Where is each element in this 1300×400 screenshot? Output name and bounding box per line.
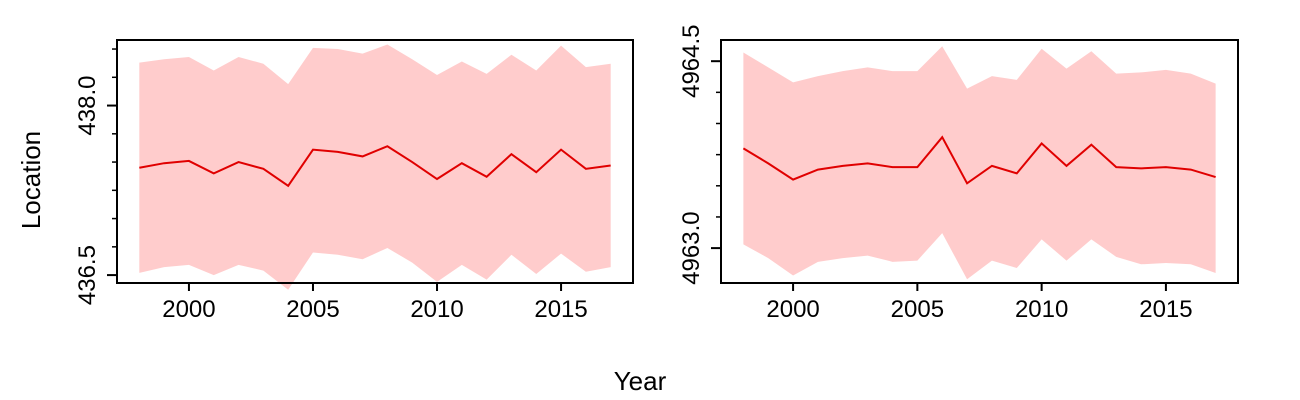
x-tick-label: 2010 [410,296,463,323]
x-tick-label: 2005 [891,296,944,323]
panel-2: 2000 2005 2010 2015 4963.0 4964.5 [678,24,1239,323]
series-line [139,145,611,188]
confidence-band [139,44,611,290]
y-tick-label: 4964.5 [678,24,705,97]
y-tick-label: 438.0 [74,76,101,136]
x-axis-title: Year [614,366,667,396]
y-tick-label: 4963.0 [678,211,705,284]
series-line [742,135,1216,185]
x-tick-label: 2010 [1015,296,1068,323]
y-tick-label: 436.5 [74,245,101,305]
confidence-band [743,46,1216,280]
y-axis-title: Location [16,131,46,229]
x-tick-label: 2015 [1139,296,1192,323]
x-tick-label: 2000 [766,296,819,323]
x-tick-label: 2000 [162,296,215,323]
plot-frame [720,39,1239,284]
x-tick-label: 2005 [286,296,339,323]
panel-1: 2000 2005 2010 2015 436.5 438.0 [74,39,634,323]
x-tick-label: 2015 [534,296,587,323]
